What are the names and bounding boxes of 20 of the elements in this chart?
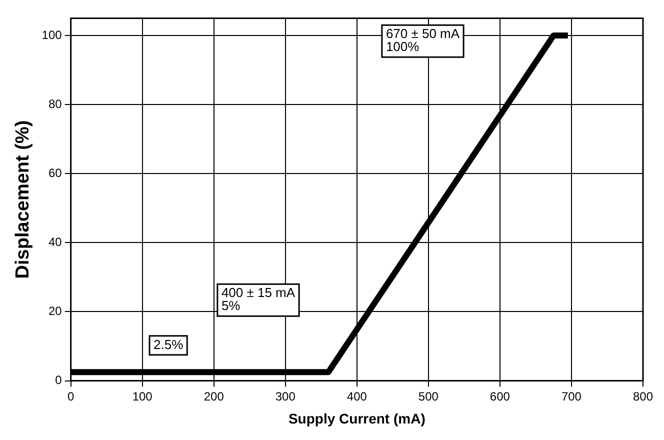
x-tick-label: 800 — [632, 389, 654, 404]
annotation: 400 ± 15 mA 5% — [221, 285, 296, 314]
x-axis-title: Supply Current (mA) — [288, 410, 426, 426]
y-tick-label: 100 — [42, 28, 62, 42]
y-tick-label: 20 — [48, 304, 62, 318]
y-axis-title: Displacement (%) — [12, 120, 34, 279]
x-tick-label: 0 — [67, 389, 74, 404]
x-tick-label: 700 — [561, 389, 582, 404]
y-tick-label: 60 — [48, 166, 62, 180]
x-tick-label: 200 — [204, 389, 224, 404]
x-tick-label: 400 — [346, 389, 368, 404]
y-tick-label: 0 — [55, 373, 62, 388]
annotation: 670 ± 50 mA 100% — [386, 26, 460, 54]
x-tick-label: 300 — [275, 389, 296, 404]
x-tick-label: 100 — [132, 389, 153, 404]
annotation: 2.5% — [153, 336, 184, 352]
y-tick-label: 40 — [48, 234, 62, 249]
x-tick-label: 500 — [418, 389, 439, 404]
y-tick-label: 80 — [48, 96, 62, 111]
x-tick-label: 600 — [490, 389, 510, 404]
